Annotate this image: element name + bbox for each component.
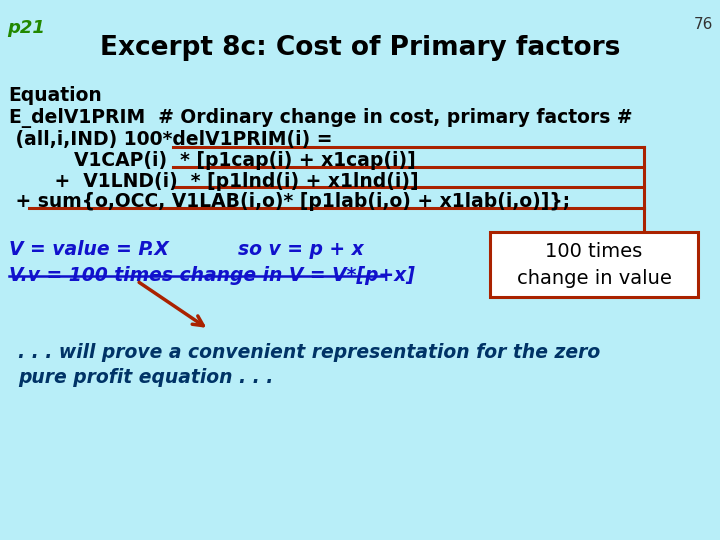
Bar <box>490 232 698 297</box>
Text: + sum{o,OCC, V1LAB(i,o)* [p1lab(i,o) + x1lab(i,o)]};: + sum{o,OCC, V1LAB(i,o)* [p1lab(i,o) + x… <box>9 192 570 211</box>
Text: change in value: change in value <box>516 269 672 288</box>
Text: V1CAP(i)  * [p1cap(i) + x1cap(i)]: V1CAP(i) * [p1cap(i) + x1cap(i)] <box>9 151 415 170</box>
Text: 76: 76 <box>693 17 713 32</box>
Text: V.v = 100 times change in V = V*[p+x]: V.v = 100 times change in V = V*[p+x] <box>9 266 415 285</box>
Text: 100 times: 100 times <box>545 242 643 261</box>
Text: p21: p21 <box>7 19 45 37</box>
Text: +  V1LND(i)  * [p1lnd(i) + x1lnd(i)]: + V1LND(i) * [p1lnd(i) + x1lnd(i)] <box>9 172 418 191</box>
Text: E_delV1PRIM  # Ordinary change in cost, primary factors #: E_delV1PRIM # Ordinary change in cost, p… <box>9 108 632 128</box>
Text: pure profit equation . . .: pure profit equation . . . <box>18 368 274 387</box>
Text: (all,i,IND) 100*delV1PRIM(i) =: (all,i,IND) 100*delV1PRIM(i) = <box>9 130 332 148</box>
Text: Equation: Equation <box>9 86 102 105</box>
Text: V = value = P.X: V = value = P.X <box>9 240 168 259</box>
Text: Excerpt 8c: Cost of Primary factors: Excerpt 8c: Cost of Primary factors <box>100 35 620 61</box>
Text: . . . will prove a convenient representation for the zero: . . . will prove a convenient representa… <box>18 343 600 362</box>
Text: so v = p + x: so v = p + x <box>238 240 364 259</box>
